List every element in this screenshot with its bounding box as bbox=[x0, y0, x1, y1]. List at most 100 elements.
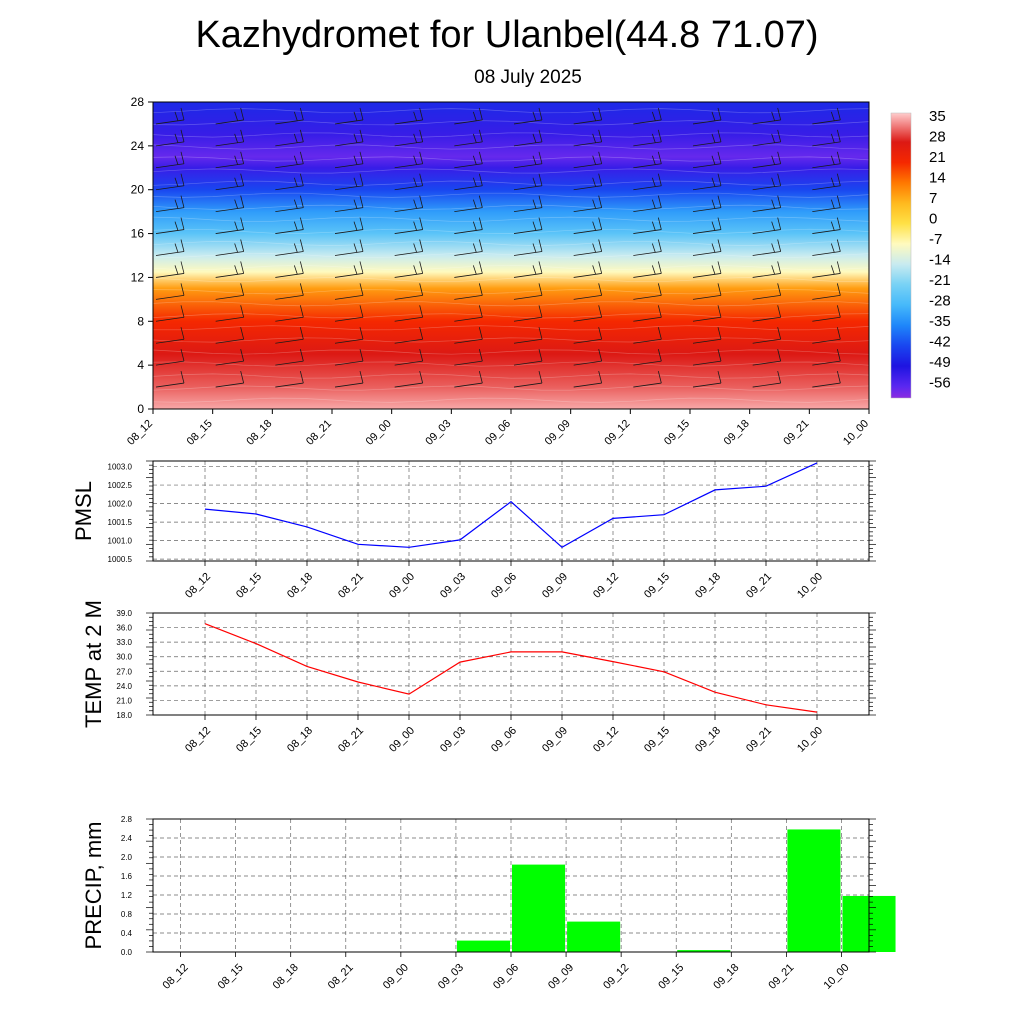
x-tick-label: 08_18 bbox=[285, 725, 315, 755]
wind-barb bbox=[633, 239, 662, 256]
wind-barb bbox=[454, 305, 483, 322]
contour-line bbox=[153, 241, 869, 246]
wind-barb bbox=[812, 261, 841, 278]
wind-barb bbox=[155, 173, 185, 191]
wind-barb bbox=[812, 305, 841, 322]
wind-barb bbox=[275, 151, 304, 169]
colorbar-label: 14 bbox=[929, 170, 946, 187]
wind-barb bbox=[215, 261, 245, 278]
wind-barb bbox=[454, 129, 483, 147]
wind-barb bbox=[394, 349, 424, 366]
x-tick-label: 09_12 bbox=[591, 725, 621, 755]
precip-bar bbox=[787, 829, 841, 952]
contour-line bbox=[153, 180, 869, 186]
wind-barb bbox=[334, 349, 364, 366]
x-tick-label: 09_18 bbox=[693, 571, 723, 601]
x-tick-label: 09_21 bbox=[766, 962, 796, 992]
colorbar-label: -56 bbox=[929, 375, 951, 392]
wind-barb bbox=[334, 239, 364, 256]
wind-barb bbox=[812, 129, 841, 147]
x-tick-label: 09_00 bbox=[387, 571, 417, 601]
wind-barb bbox=[454, 217, 483, 234]
y-tick-label: 27.0 bbox=[116, 667, 132, 676]
wind-barb bbox=[454, 173, 483, 191]
wind-barb bbox=[513, 305, 543, 322]
wind-barb bbox=[812, 349, 841, 366]
contour-line bbox=[153, 265, 869, 271]
wind-barb bbox=[394, 129, 424, 147]
x-tick-label: 08_18 bbox=[244, 418, 274, 448]
contour-line bbox=[153, 397, 869, 403]
wind-barb bbox=[692, 349, 722, 366]
contour-line bbox=[153, 228, 869, 234]
y-axis-label: TEMP at 2 M bbox=[81, 600, 106, 728]
contour-line bbox=[153, 156, 869, 162]
colorbar-label: -28 bbox=[929, 293, 951, 310]
wind-barbs bbox=[155, 107, 841, 388]
wind-barb bbox=[155, 283, 185, 300]
wind-barb bbox=[573, 261, 603, 278]
y-tick-label: 2.0 bbox=[121, 853, 133, 862]
wind-barb bbox=[752, 107, 782, 125]
y-tick-label: 1000.5 bbox=[108, 555, 133, 564]
wind-barb bbox=[334, 305, 364, 322]
wind-barb bbox=[752, 173, 782, 191]
colorbar-label: 0 bbox=[929, 211, 937, 228]
wind-barb bbox=[394, 239, 424, 256]
wind-barb bbox=[752, 217, 782, 234]
wind-barb bbox=[573, 107, 603, 125]
x-tick-label: 09_03 bbox=[438, 571, 468, 601]
wind-barb bbox=[633, 283, 662, 300]
x-tick-label: 09_15 bbox=[662, 418, 692, 448]
wind-barb bbox=[633, 151, 662, 169]
wind-barb bbox=[752, 349, 782, 366]
wind-barb bbox=[334, 283, 364, 300]
contour-line bbox=[153, 337, 869, 343]
x-tick-label: 09_03 bbox=[423, 418, 453, 448]
x-tick-label: 08_12 bbox=[161, 962, 191, 992]
wind-barb bbox=[573, 370, 603, 388]
wind-barb bbox=[573, 217, 603, 234]
wind-barb bbox=[513, 370, 543, 388]
wind-barb bbox=[275, 129, 304, 147]
y-tick-label: 1.2 bbox=[121, 891, 133, 900]
wind-barb bbox=[454, 151, 483, 169]
colorbar-label: -14 bbox=[929, 252, 951, 269]
y-tick-label: 1002.5 bbox=[108, 481, 133, 490]
wind-barb bbox=[394, 173, 424, 191]
contour-line bbox=[153, 216, 869, 222]
x-tick-label: 08_18 bbox=[271, 962, 301, 992]
x-tick-label: 08_15 bbox=[234, 725, 264, 755]
wind-barb bbox=[275, 195, 304, 213]
wind-barb bbox=[692, 305, 722, 322]
contour-line bbox=[153, 289, 869, 295]
wind-barb bbox=[692, 129, 722, 147]
contour-line bbox=[153, 385, 869, 391]
colorbar-label: 21 bbox=[929, 149, 946, 166]
y-tick-label: 16 bbox=[131, 227, 145, 241]
y-tick-label: 30.0 bbox=[116, 653, 132, 662]
wind-barb bbox=[513, 173, 543, 191]
wind-barb bbox=[454, 327, 483, 344]
y-tick-label: 2.8 bbox=[121, 815, 133, 824]
wind-barb bbox=[752, 261, 782, 278]
x-tick-label: 09_21 bbox=[781, 418, 811, 448]
chart-title: Kazhydromet for Ulanbel(44.8 71.07) bbox=[195, 14, 818, 56]
wind-barb bbox=[275, 327, 304, 344]
wind-barb bbox=[513, 261, 543, 278]
x-tick-label: 09_00 bbox=[387, 725, 417, 755]
wind-barb bbox=[573, 173, 603, 191]
wind-barb bbox=[215, 370, 245, 388]
x-tick-label: 09_06 bbox=[489, 571, 519, 601]
y-tick-label: 21.0 bbox=[116, 696, 132, 705]
wind-barb bbox=[394, 261, 424, 278]
wind-barb bbox=[155, 305, 185, 322]
wind-barb bbox=[394, 195, 424, 213]
colorbar-label: -42 bbox=[929, 334, 951, 351]
x-tick-label: 10_00 bbox=[841, 418, 871, 448]
wind-barb bbox=[454, 370, 483, 388]
wind-barb bbox=[752, 239, 782, 256]
wind-barb bbox=[454, 107, 483, 125]
wind-barb bbox=[275, 261, 304, 278]
y-tick-label: 24.0 bbox=[116, 682, 132, 691]
